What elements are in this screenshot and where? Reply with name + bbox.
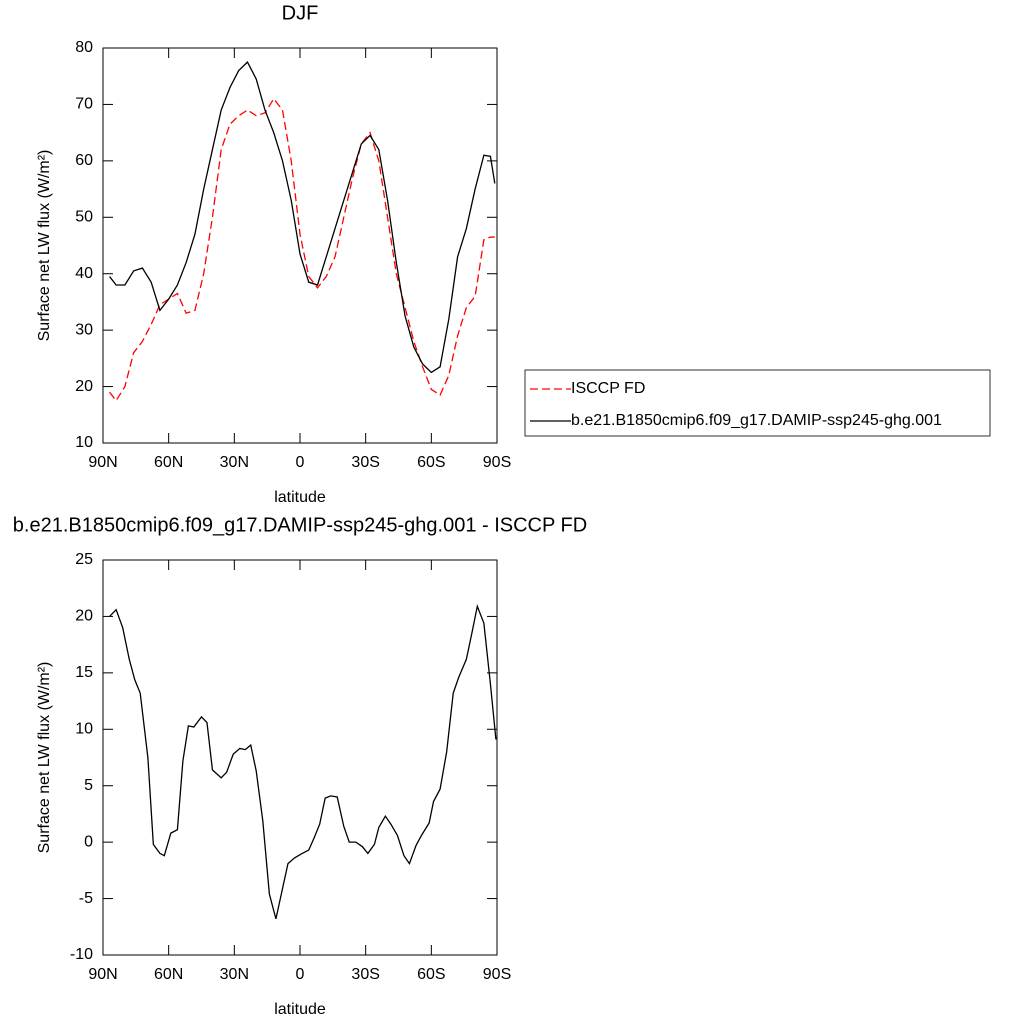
y-tick-label: 20 — [75, 608, 93, 625]
y-tick-label: 50 — [75, 209, 93, 226]
x-tick-label: 90S — [483, 454, 511, 471]
x-tick-label: 30N — [220, 966, 249, 983]
plot-frame — [102, 559, 498, 956]
x-tick-label: 0 — [296, 966, 305, 983]
x-tick-label: 90N — [88, 454, 117, 471]
y-tick-label: 60 — [75, 152, 93, 169]
plot-frame — [102, 47, 498, 444]
y-tick-label: 70 — [75, 96, 93, 113]
x-tick-label: 60S — [417, 966, 445, 983]
legend-box — [524, 369, 991, 437]
series-line — [109, 61, 496, 374]
y-tick-label: 5 — [84, 777, 93, 794]
y-axis-label: Surface net LW flux (W/m²) — [36, 662, 53, 854]
x-axis-label: latitude — [274, 1001, 326, 1018]
y-tick-label: 25 — [75, 551, 93, 568]
x-tick-label: 60N — [154, 454, 183, 471]
y-tick-label: 10 — [75, 434, 93, 451]
legend-label: b.e21.B1850cmip6.f09_g17.DAMIP-ssp245-gh… — [571, 412, 942, 429]
y-tick-label: -10 — [70, 946, 93, 963]
x-tick-label: 60S — [417, 454, 445, 471]
x-tick-label: 30S — [351, 966, 379, 983]
x-axis-label: latitude — [274, 489, 326, 506]
chart-title: DJF — [282, 2, 319, 24]
y-tick-label: 15 — [75, 664, 93, 681]
y-tick-label: -5 — [79, 890, 93, 907]
x-tick-label: 30N — [220, 454, 249, 471]
y-tick-label: 80 — [75, 39, 93, 56]
x-tick-label: 90S — [483, 966, 511, 983]
y-tick-label: 0 — [84, 833, 93, 850]
y-tick-label: 40 — [75, 265, 93, 282]
y-tick-label: 30 — [75, 321, 93, 338]
y-axis-label: Surface net LW flux (W/m²) — [36, 150, 53, 342]
y-tick-label: 10 — [75, 721, 93, 738]
series-line — [109, 603, 497, 920]
x-tick-label: 30S — [351, 454, 379, 471]
chart-title: b.e21.B1850cmip6.f09_g17.DAMIP-ssp245-gh… — [13, 514, 587, 536]
legend-label: ISCCP FD — [571, 380, 645, 397]
x-tick-label: 0 — [296, 454, 305, 471]
x-tick-label: 60N — [154, 966, 183, 983]
series-line — [109, 97, 495, 402]
x-tick-label: 90N — [88, 966, 117, 983]
y-tick-label: 20 — [75, 378, 93, 395]
